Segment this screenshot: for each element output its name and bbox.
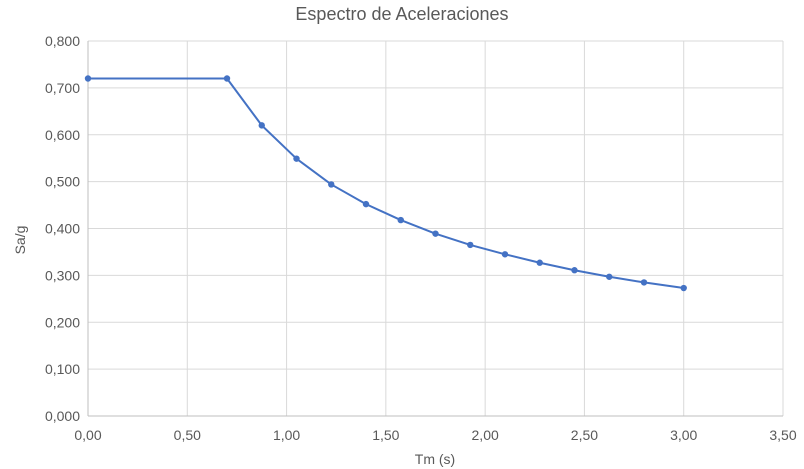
y-tick-label: 0,200: [45, 314, 80, 330]
x-tick-label: 1,50: [372, 427, 399, 443]
y-tick-label: 0,100: [45, 361, 80, 377]
x-tick-label: 0,50: [174, 427, 201, 443]
y-tick-label: 0,400: [45, 221, 80, 237]
data-point: [640, 279, 648, 286]
data-point: [84, 75, 92, 82]
series-layer: [84, 75, 687, 292]
data-point: [501, 251, 509, 258]
y-tick-label: 0,600: [45, 127, 80, 143]
x-tick-label: 2,50: [571, 427, 598, 443]
chart-title: Espectro de Aceleraciones: [295, 4, 508, 24]
y-tick-label: 0,800: [45, 33, 80, 49]
data-point: [571, 267, 578, 274]
data-point: [328, 181, 335, 188]
axes: [87, 41, 783, 417]
x-axis-label: Tm (s): [415, 451, 455, 467]
data-point: [467, 241, 474, 249]
x-tick-label: 3,50: [769, 427, 796, 443]
data-point: [536, 259, 543, 266]
x-tick-label: 0,00: [74, 427, 101, 443]
data-point: [223, 75, 231, 82]
data-point: [362, 200, 370, 208]
gridlines: [88, 40, 784, 416]
data-point: [293, 155, 300, 162]
data-point: [258, 122, 265, 129]
tick-labels: 0,000 0,100 0,200 0,300 0,400 0,500 0,600 0,700…: [45, 33, 797, 443]
y-tick-label: 0,500: [45, 174, 80, 190]
y-tick-label: 0,700: [45, 80, 80, 96]
x-tick-label: 2,00: [472, 427, 499, 443]
data-point: [680, 284, 687, 292]
data-point: [432, 230, 439, 237]
x-tick-label: 1,00: [273, 427, 300, 443]
data-point: [606, 273, 613, 280]
y-tick-label: 0,300: [45, 267, 80, 283]
data-point: [397, 216, 404, 224]
x-tick-label: 3,00: [670, 427, 697, 443]
y-tick-label: 0,000: [45, 408, 80, 424]
y-axis-label: Sa/g: [12, 226, 28, 255]
